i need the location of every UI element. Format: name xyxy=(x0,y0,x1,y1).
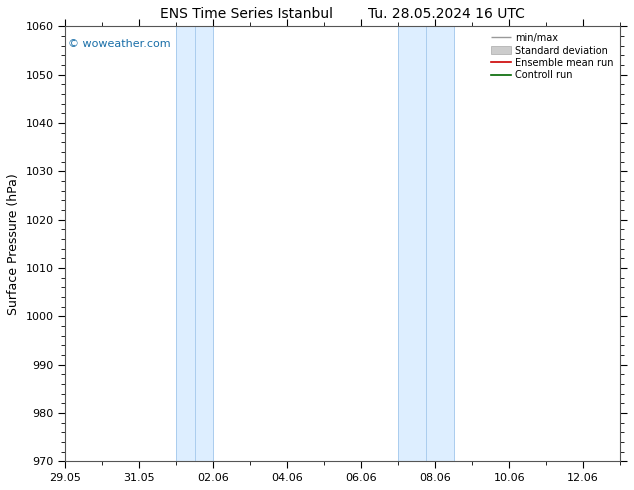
Bar xyxy=(176,26,214,461)
Title: ENS Time Series Istanbul        Tu. 28.05.2024 16 UTC: ENS Time Series Istanbul Tu. 28.05.2024 … xyxy=(160,7,525,21)
Bar xyxy=(398,26,454,461)
Y-axis label: Surface Pressure (hPa): Surface Pressure (hPa) xyxy=(7,173,20,315)
Legend: min/max, Standard deviation, Ensemble mean run, Controll run: min/max, Standard deviation, Ensemble me… xyxy=(489,31,615,82)
Text: © woweather.com: © woweather.com xyxy=(68,39,171,49)
